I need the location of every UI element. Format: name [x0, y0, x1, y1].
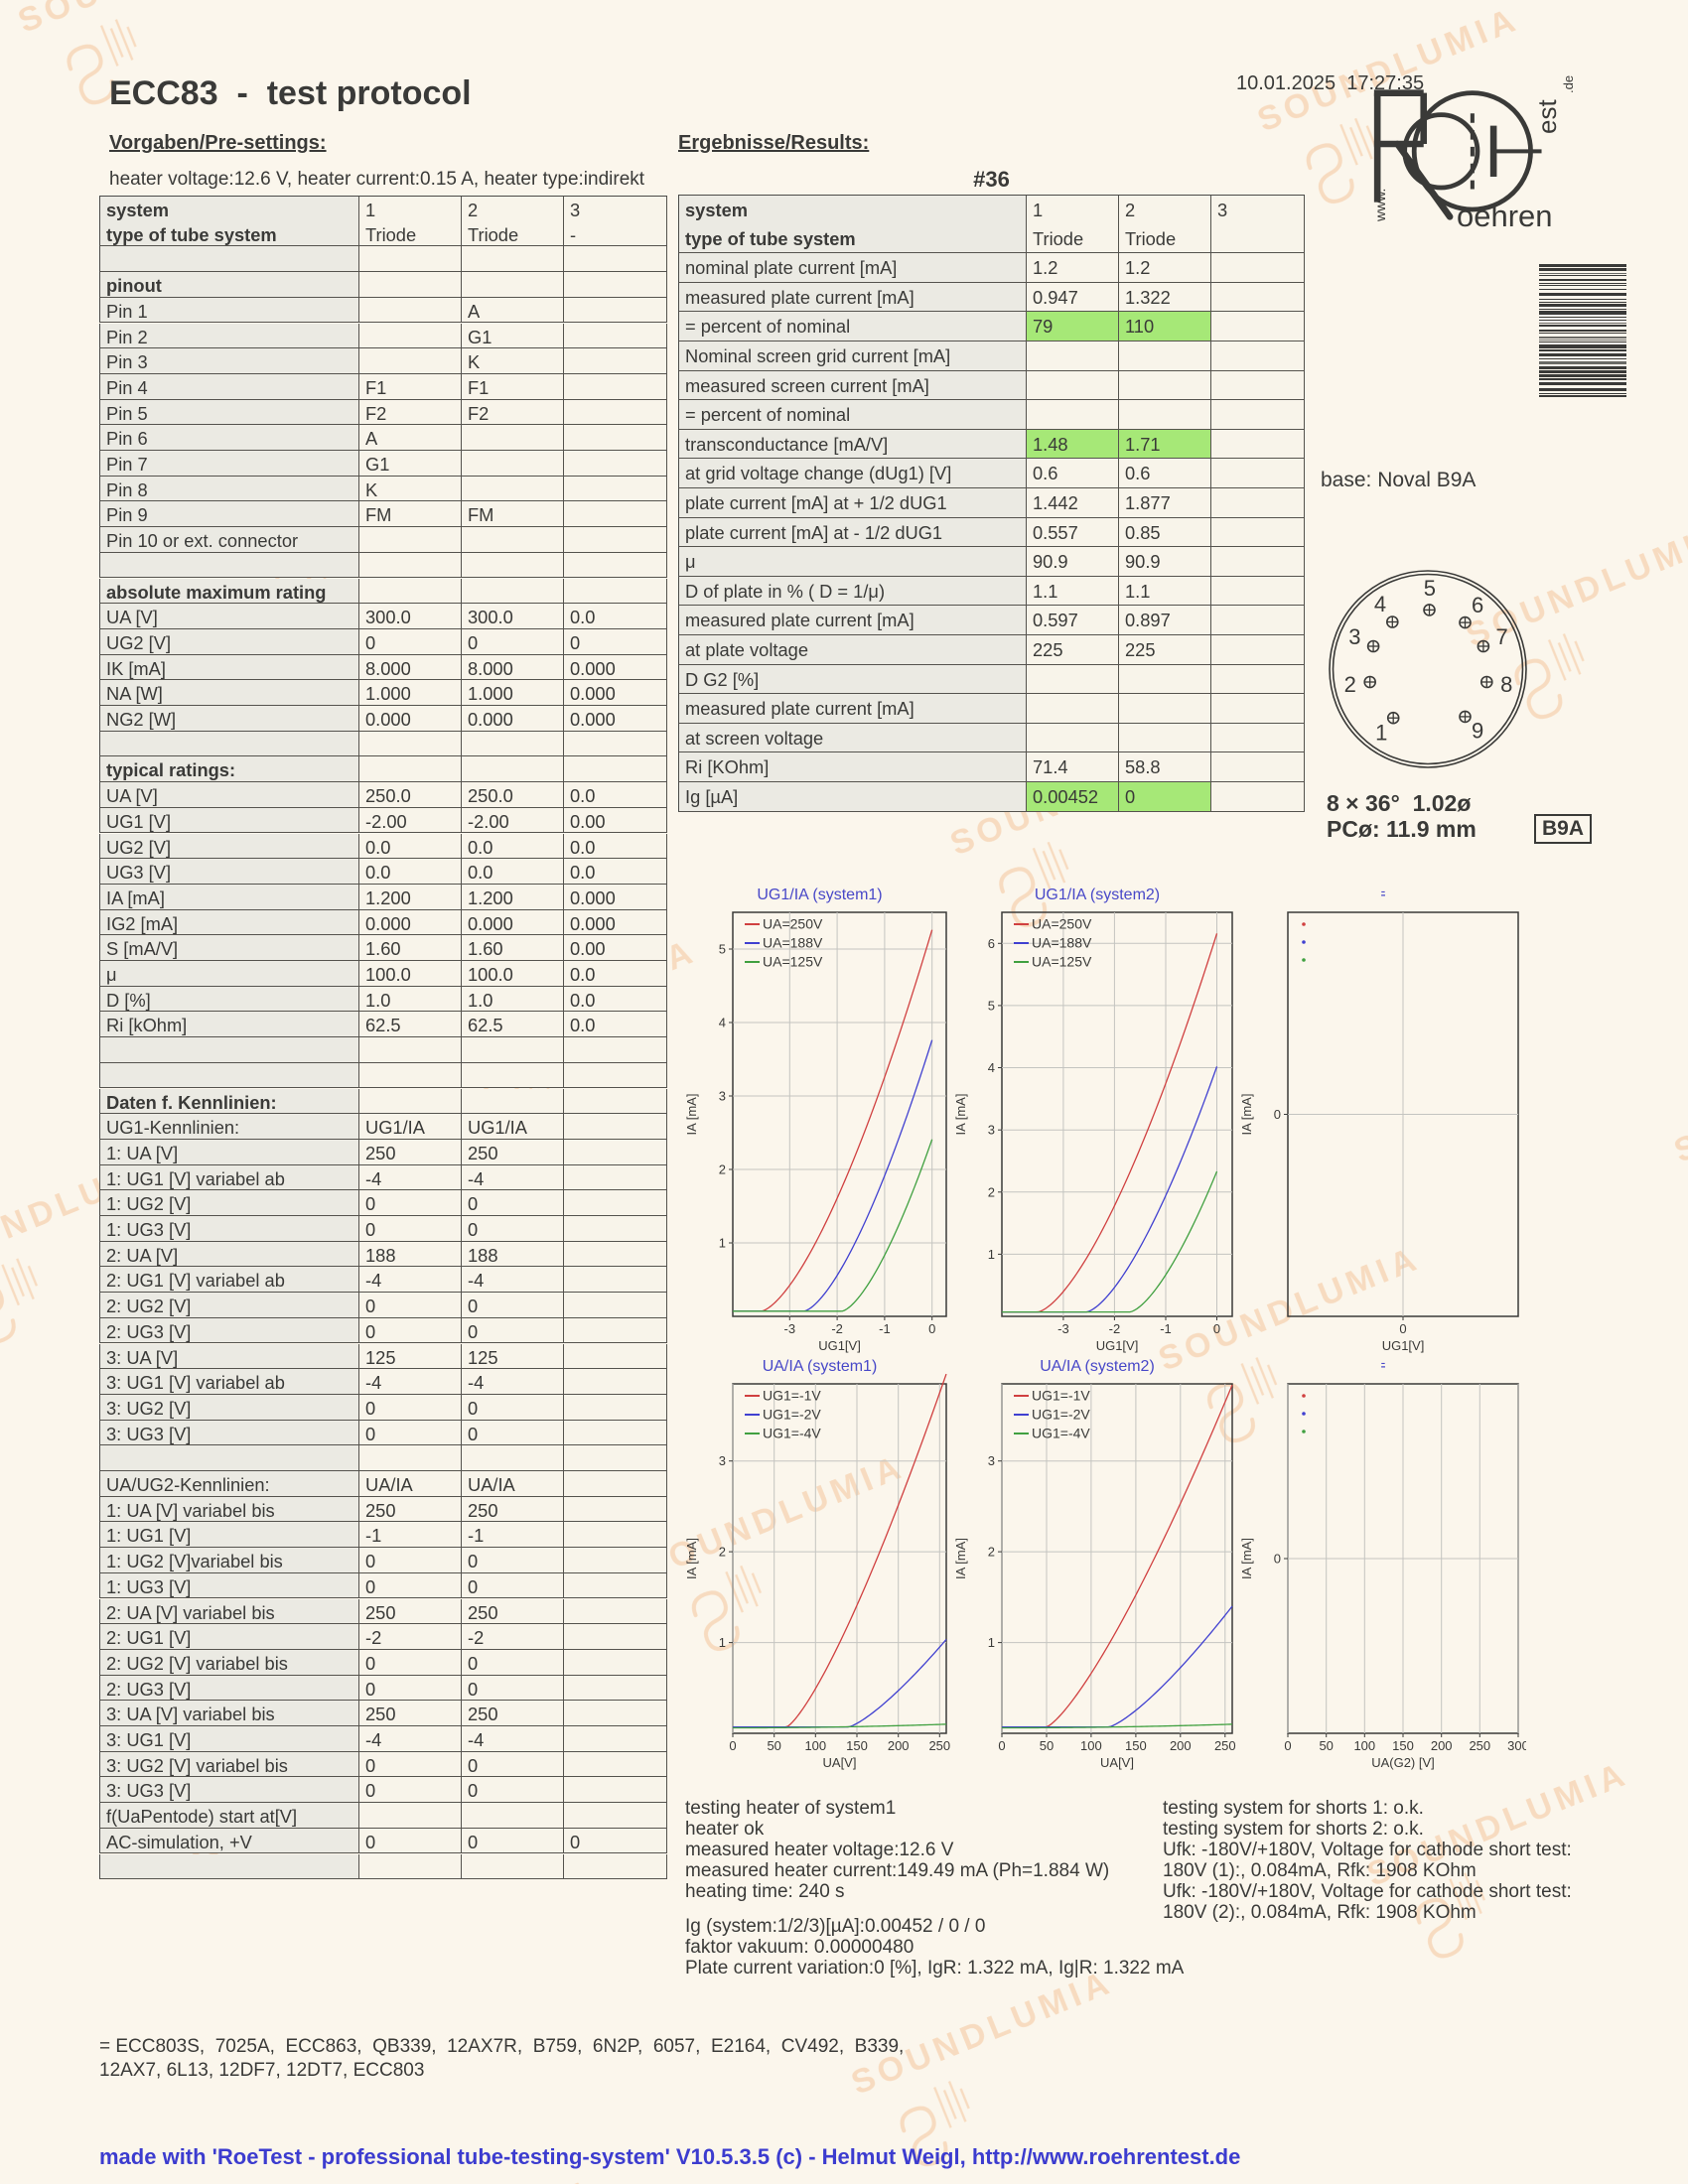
- svg-text:3: 3: [988, 1453, 995, 1468]
- svg-text:-1: -1: [879, 1321, 891, 1336]
- svg-text:7: 7: [1495, 624, 1507, 649]
- svg-text:1: 1: [988, 1635, 995, 1650]
- svg-text:oehren: oehren: [1457, 199, 1553, 233]
- svg-text:UA=250V: UA=250V: [1032, 916, 1092, 932]
- svg-text:IA [mA]: IA [mA]: [954, 1538, 968, 1579]
- svg-text:250: 250: [1214, 1738, 1236, 1753]
- svg-text:5: 5: [1424, 576, 1436, 601]
- svg-text:1: 1: [719, 1635, 726, 1650]
- svg-text:3: 3: [1348, 624, 1360, 649]
- svg-text:UA=188V: UA=188V: [763, 935, 823, 951]
- svg-text:9: 9: [1472, 719, 1483, 744]
- svg-text:2: 2: [719, 1545, 726, 1560]
- svg-text:200: 200: [1431, 1738, 1453, 1753]
- svg-text:-1: -1: [1160, 1321, 1172, 1336]
- svg-text:1: 1: [988, 1247, 995, 1262]
- svg-text:200: 200: [888, 1738, 910, 1753]
- svg-text:UG1=-1V: UG1=-1V: [763, 1388, 821, 1404]
- svg-text:UG1/IA (system2): UG1/IA (system2): [1035, 887, 1160, 903]
- svg-text:UA[V]: UA[V]: [823, 1755, 857, 1770]
- svg-text:0: 0: [1274, 1552, 1281, 1567]
- svg-text:UA/IA (system2): UA/IA (system2): [1040, 1358, 1155, 1375]
- svg-text:4: 4: [988, 1060, 995, 1075]
- svg-text:250: 250: [1469, 1738, 1490, 1753]
- svg-text:4: 4: [719, 1016, 726, 1030]
- svg-text:5: 5: [988, 998, 995, 1013]
- svg-text:150: 150: [846, 1738, 868, 1753]
- svg-text:UG1=-2V: UG1=-2V: [1032, 1407, 1090, 1423]
- svg-text:2: 2: [1344, 672, 1356, 697]
- svg-text:50: 50: [1040, 1738, 1054, 1753]
- svg-text:UA/IA (system1): UA/IA (system1): [763, 1358, 878, 1375]
- svg-text:8: 8: [1500, 672, 1512, 697]
- svg-text:IA [mA]: IA [mA]: [954, 1094, 968, 1136]
- svg-text:0: 0: [729, 1738, 736, 1753]
- svg-text:0: 0: [928, 1321, 935, 1336]
- svg-text:2: 2: [988, 1545, 995, 1560]
- svg-text:300: 300: [1507, 1738, 1526, 1753]
- svg-text:-2: -2: [1109, 1321, 1121, 1336]
- svg-text:0: 0: [998, 1738, 1005, 1753]
- svg-text:0: 0: [1399, 1321, 1406, 1336]
- svg-text:200: 200: [1170, 1738, 1192, 1753]
- svg-text:UG1[V]: UG1[V]: [818, 1338, 861, 1353]
- svg-text:0: 0: [1274, 1107, 1281, 1122]
- svg-text:0: 0: [1284, 1738, 1291, 1753]
- svg-text:1: 1: [719, 1236, 726, 1251]
- svg-text:IA [mA]: IA [mA]: [1240, 1538, 1254, 1579]
- svg-text:2: 2: [719, 1162, 726, 1177]
- svg-text:100: 100: [804, 1738, 826, 1753]
- svg-text:IA [mA]: IA [mA]: [1240, 1094, 1254, 1136]
- svg-text:UA=125V: UA=125V: [1032, 954, 1092, 970]
- svg-text:UG1[V]: UG1[V]: [1382, 1338, 1425, 1353]
- svg-text:www.: www.: [1372, 189, 1388, 222]
- svg-text:5: 5: [719, 942, 726, 957]
- svg-text:UG1=-4V: UG1=-4V: [763, 1426, 821, 1441]
- svg-text:6: 6: [988, 936, 995, 951]
- svg-text:UA=250V: UA=250V: [763, 916, 823, 932]
- svg-text:UA[V]: UA[V]: [1100, 1755, 1134, 1770]
- svg-text:50: 50: [1319, 1738, 1333, 1753]
- svg-text:100: 100: [1080, 1738, 1102, 1753]
- svg-text:IA [mA]: IA [mA]: [685, 1538, 699, 1579]
- svg-text:-: -: [1381, 883, 1386, 898]
- svg-text:3: 3: [719, 1089, 726, 1104]
- svg-text:150: 150: [1125, 1738, 1147, 1753]
- svg-text:100: 100: [1353, 1738, 1375, 1753]
- svg-text:-2: -2: [831, 1321, 843, 1336]
- svg-text:UG1=-2V: UG1=-2V: [763, 1407, 821, 1423]
- svg-text:0: 0: [1213, 1321, 1220, 1336]
- svg-text:4: 4: [1374, 592, 1386, 616]
- svg-text:250: 250: [928, 1738, 950, 1753]
- svg-text:3: 3: [988, 1123, 995, 1138]
- svg-text:-: -: [1381, 1354, 1386, 1370]
- svg-text:1: 1: [1375, 720, 1387, 745]
- svg-text:UA=188V: UA=188V: [1032, 935, 1092, 951]
- svg-text:UG1=-1V: UG1=-1V: [1032, 1388, 1090, 1404]
- svg-text:UG1/IA (system1): UG1/IA (system1): [757, 887, 882, 903]
- svg-text:2: 2: [988, 1184, 995, 1199]
- svg-text:UA=125V: UA=125V: [763, 954, 823, 970]
- svg-text:3: 3: [719, 1453, 726, 1468]
- svg-text:50: 50: [767, 1738, 780, 1753]
- svg-text:.de: .de: [1561, 75, 1576, 93]
- svg-text:UG1=-4V: UG1=-4V: [1032, 1426, 1090, 1441]
- svg-text:UG1[V]: UG1[V]: [1096, 1338, 1139, 1353]
- svg-text:-3: -3: [784, 1321, 796, 1336]
- svg-text:6: 6: [1472, 593, 1483, 617]
- svg-text:-3: -3: [1057, 1321, 1069, 1336]
- svg-text:IA [mA]: IA [mA]: [685, 1094, 699, 1136]
- svg-text:150: 150: [1392, 1738, 1414, 1753]
- svg-text:est: est: [1532, 99, 1562, 134]
- svg-text:UA(G2) [V]: UA(G2) [V]: [1371, 1755, 1435, 1770]
